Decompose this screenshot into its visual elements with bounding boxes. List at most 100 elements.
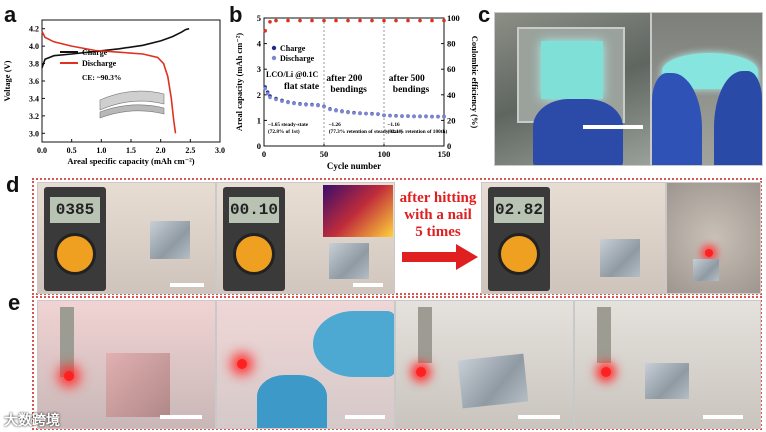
panel-label-a: a: [4, 2, 17, 27]
inset-cell-layer-bottom: [99, 104, 165, 119]
y-tick-label: 3.2: [29, 112, 39, 121]
point-discharge: [382, 113, 386, 118]
y-tick-label: 2: [257, 90, 261, 100]
point-coulombic-efficiency: [310, 18, 314, 23]
note-text: (72.8% of 1st): [268, 128, 300, 135]
point-coulombic-efficiency: [430, 18, 434, 23]
x-tick-label: 100: [378, 149, 391, 159]
point-discharge: [286, 100, 290, 105]
y2-tick-label: 20: [447, 115, 456, 125]
thermal-image: [323, 185, 393, 237]
point-coulombic-efficiency: [298, 18, 302, 23]
point-discharge: [352, 111, 356, 115]
x-tick-label: 2.0: [156, 146, 166, 155]
series-line-charge: [41, 27, 190, 69]
inset-cell-layer-top: [99, 90, 165, 111]
photo-c-flat-device: [494, 12, 651, 166]
panel-label-d: d: [6, 172, 20, 197]
legend-label-charge: Charge: [82, 48, 108, 57]
panel-label-c: c: [478, 2, 491, 27]
pouch-cell-cut: [457, 353, 529, 409]
legend-label-discharge: Discharge: [280, 54, 315, 63]
x-tick-label: 2.5: [185, 146, 195, 155]
gloved-hand-top: [313, 311, 394, 377]
x-tick-label: 3.0: [215, 146, 225, 155]
arrow-caption-line-3: 5 times: [415, 224, 461, 240]
photo-d-led: [666, 182, 761, 294]
clamp-rod: [418, 307, 432, 363]
pouch-cell-cut: [645, 363, 689, 399]
point-discharge: [334, 108, 338, 113]
y-tick-label: 3.4: [29, 94, 39, 103]
multimeter: 0385: [44, 187, 106, 291]
multimeter: 00.10: [223, 187, 285, 291]
point-coulombic-efficiency: [286, 18, 290, 23]
photo-c-bent-device: [651, 12, 763, 166]
scale-bar: [160, 415, 202, 419]
point-discharge: [376, 112, 380, 117]
point-coulombic-efficiency: [406, 18, 410, 23]
panel-e-border: [32, 296, 762, 430]
point-coulombic-efficiency: [346, 18, 350, 23]
scale-bar: [170, 283, 204, 287]
note-text: ~1.16: [388, 122, 400, 128]
clamp-rod: [60, 307, 74, 377]
x-tick-label: 0: [262, 149, 266, 159]
point-discharge: [268, 95, 272, 100]
plot-frame: [263, 17, 445, 147]
scale-bar: [518, 415, 560, 419]
point-coulombic-efficiency: [268, 20, 272, 24]
y2-tick-label: 100: [447, 13, 460, 23]
led-icon: [416, 367, 426, 377]
point-discharge: [406, 114, 410, 119]
led-icon: [705, 249, 713, 257]
x-tick-label: 1.5: [126, 146, 136, 155]
x-axis-label: Cycle number: [327, 161, 381, 171]
x-tick-label: 1.0: [96, 146, 106, 155]
y-tick-label: 3.0: [29, 129, 39, 138]
pouch-cell: [693, 259, 719, 281]
point-discharge: [274, 97, 278, 102]
point-coulombic-efficiency: [334, 18, 338, 23]
y2-tick-label: 80: [447, 39, 456, 49]
point-coulombic-efficiency: [418, 18, 422, 23]
pouch-cell: [329, 243, 369, 279]
y-tick-label: 0: [257, 141, 261, 151]
y-tick-label: 1: [257, 115, 261, 125]
pouch-cell: [106, 353, 170, 417]
right-arrow-icon: [402, 244, 478, 270]
pouch-cell: [150, 221, 190, 259]
meter-reading: 0385: [50, 197, 100, 223]
region-label: flat state: [284, 82, 319, 92]
arrow-caption-line-2: with a nail: [404, 207, 472, 223]
clamp-rod: [597, 307, 611, 363]
scale-bar: [345, 415, 385, 419]
meter-dial: [233, 233, 275, 275]
point-discharge: [400, 114, 404, 119]
y2-axis-label: Coulombic efficiency (%): [470, 36, 478, 129]
note-text: (77.3% retention of steady-state): [329, 128, 403, 135]
point-coulombic-efficiency: [322, 18, 326, 23]
point-discharge: [370, 112, 374, 116]
point-coulombic-efficiency: [442, 18, 446, 23]
point-discharge: [340, 109, 344, 114]
point-discharge: [265, 91, 270, 96]
point-discharge: [346, 110, 350, 115]
point-discharge: [412, 114, 416, 119]
point-discharge: [418, 114, 422, 119]
point-discharge: [358, 111, 362, 116]
meter-dial: [54, 233, 96, 275]
watermark: 大数跨境: [4, 412, 60, 428]
condition-label: LCO/Li @0.1C: [266, 70, 319, 79]
pouch-cell: [600, 239, 640, 277]
glowing-panel: [541, 41, 603, 99]
point-discharge: [328, 107, 332, 112]
panel-label-e: e: [8, 290, 21, 315]
x-axis-label: Areal specific capacity (mAh cm⁻²): [67, 156, 194, 166]
note-text: ~1.26: [329, 122, 341, 128]
x-tick-label: 0.0: [37, 146, 47, 155]
point-discharge: [263, 86, 267, 91]
led-icon: [64, 371, 74, 381]
point-coulombic-efficiency: [274, 18, 278, 23]
gloved-hand-right: [714, 71, 762, 165]
